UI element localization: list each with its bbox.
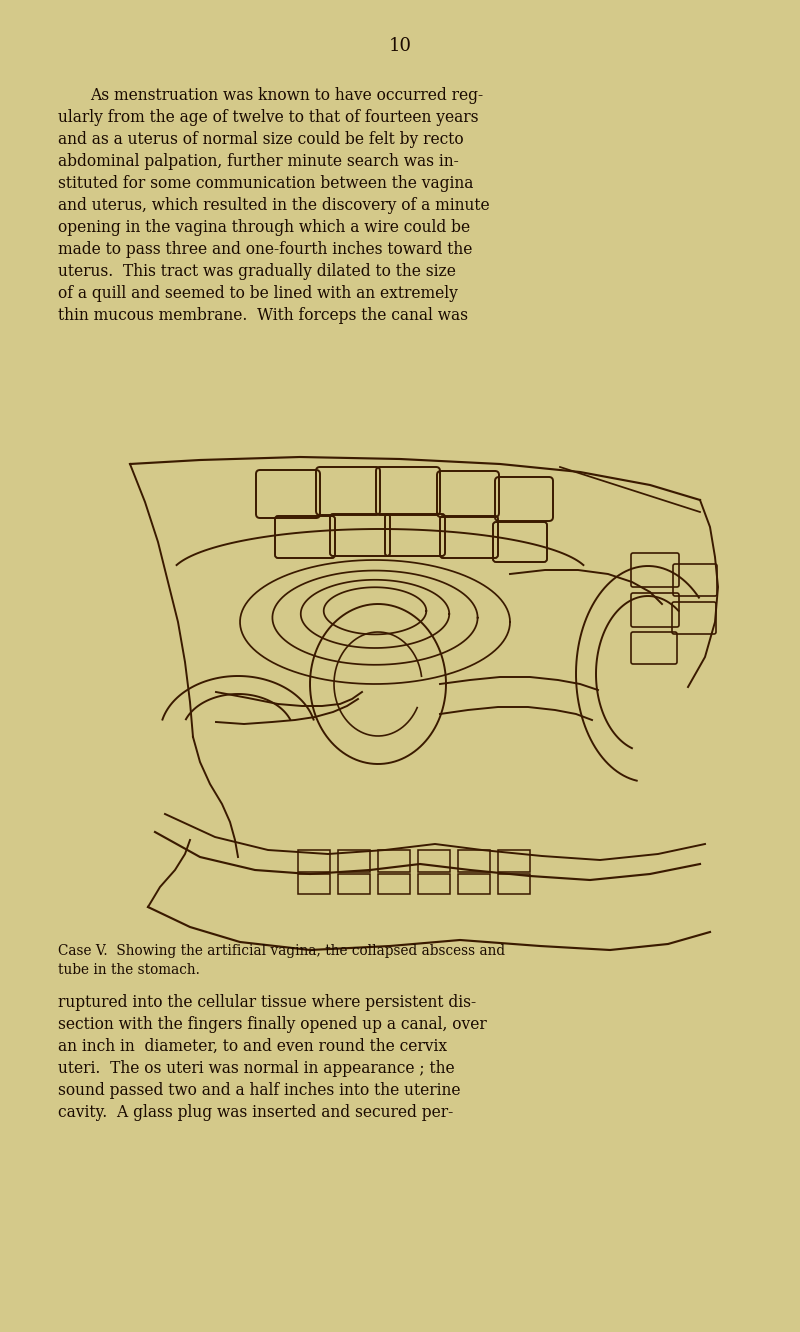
Text: As menstruation was known to have occurred reg-: As menstruation was known to have occurr… [90, 87, 483, 104]
Text: of a quill and seemed to be lined with an extremely: of a quill and seemed to be lined with a… [58, 285, 458, 302]
Bar [498, 874, 530, 894]
Bar [458, 874, 490, 894]
Bar [498, 850, 530, 872]
Bar [378, 874, 410, 894]
Text: sound passed two and a half inches into the uterine: sound passed two and a half inches into … [58, 1082, 461, 1099]
Text: an inch in  diameter, to and even round the cervix: an inch in diameter, to and even round t… [58, 1038, 447, 1055]
Text: Case V.  Showing the artificial vagina, the collapsed abscess and: Case V. Showing the artificial vagina, t… [58, 944, 505, 958]
Bar [338, 850, 370, 872]
Text: tube in the stomach.: tube in the stomach. [58, 963, 200, 976]
Text: ruptured into the cellular tissue where persistent dis-: ruptured into the cellular tissue where … [58, 994, 476, 1011]
Bar [298, 874, 330, 894]
Bar [418, 874, 450, 894]
Text: uterus.  This tract was gradually dilated to the size: uterus. This tract was gradually dilated… [58, 262, 456, 280]
Bar [298, 850, 330, 872]
Text: opening in the vagina through which a wire could be: opening in the vagina through which a wi… [58, 218, 470, 236]
Text: 10: 10 [389, 37, 411, 55]
Text: thin mucous membrane.  With forceps the canal was: thin mucous membrane. With forceps the c… [58, 306, 468, 324]
Bar [378, 850, 410, 872]
Text: uteri.  The os uteri was normal in appearance ; the: uteri. The os uteri was normal in appear… [58, 1060, 454, 1078]
Bar [338, 874, 370, 894]
Text: abdominal palpation, further minute search was in-: abdominal palpation, further minute sear… [58, 153, 458, 170]
Text: made to pass three and one-fourth inches toward the: made to pass three and one-fourth inches… [58, 241, 472, 258]
Bar [418, 850, 450, 872]
Text: and as a uterus of normal size could be felt by recto: and as a uterus of normal size could be … [58, 131, 464, 148]
Text: cavity.  A glass plug was inserted and secured per-: cavity. A glass plug was inserted and se… [58, 1104, 454, 1122]
Text: section with the fingers finally opened up a canal, over: section with the fingers finally opened … [58, 1016, 486, 1034]
Text: and uterus, which resulted in the discovery of a minute: and uterus, which resulted in the discov… [58, 197, 490, 214]
Text: stituted for some communication between the vagina: stituted for some communication between … [58, 174, 474, 192]
Text: ularly from the age of twelve to that of fourteen years: ularly from the age of twelve to that of… [58, 109, 478, 127]
Bar [458, 850, 490, 872]
